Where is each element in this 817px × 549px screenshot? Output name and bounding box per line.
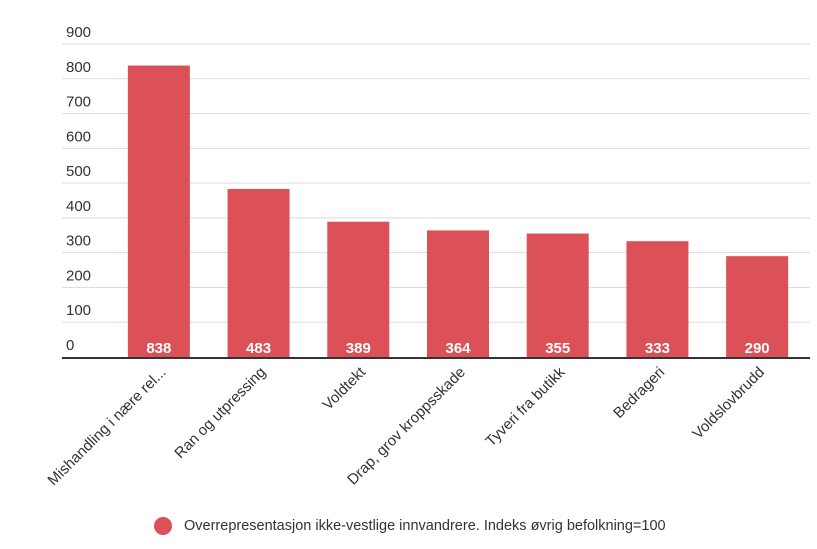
data-label: 290 bbox=[745, 340, 770, 357]
bar bbox=[427, 230, 489, 357]
category-label: Tyveri fra butikk bbox=[482, 363, 569, 450]
data-label: 389 bbox=[346, 340, 371, 357]
category-label: Bedrageri bbox=[610, 364, 668, 422]
y-tick-label: 200 bbox=[66, 267, 91, 284]
bar bbox=[726, 256, 789, 357]
bar bbox=[626, 241, 689, 357]
category-label: Ran og utpressing bbox=[171, 364, 269, 462]
y-tick-label: 400 bbox=[66, 198, 91, 215]
bar bbox=[327, 221, 390, 357]
y-tick-label: 900 bbox=[66, 24, 91, 41]
data-label: 838 bbox=[146, 340, 171, 357]
category-labels: Mishandling i nære rel... Ran og utpressi… bbox=[44, 363, 767, 489]
y-axis-ticks: 0 100 200 300 400 500 600 700 800 900 bbox=[66, 24, 91, 354]
category-label: Voldslovbrudd bbox=[689, 364, 768, 443]
data-label: 483 bbox=[246, 340, 271, 357]
data-label: 364 bbox=[445, 340, 471, 357]
bars: 838 483 389 364 355 333 290 bbox=[127, 65, 789, 357]
data-label: 355 bbox=[545, 340, 570, 357]
y-tick-label: 800 bbox=[66, 59, 91, 76]
y-tick-label: 0 bbox=[66, 337, 74, 354]
legend-label: Overrepresentasjon ikke-vestlige innvand… bbox=[184, 518, 666, 534]
y-tick-label: 100 bbox=[66, 302, 91, 319]
bar bbox=[127, 65, 190, 357]
y-tick-label: 500 bbox=[66, 163, 91, 180]
legend: Overrepresentasjon ikke-vestlige innvand… bbox=[154, 517, 666, 535]
y-tick-label: 700 bbox=[66, 94, 91, 111]
data-label: 333 bbox=[645, 340, 670, 357]
bar bbox=[526, 233, 589, 357]
category-label: Voldtekt bbox=[319, 363, 369, 413]
legend-swatch bbox=[154, 517, 172, 535]
category-label: Drap, grov kroppsskade bbox=[344, 364, 469, 489]
category-label: Mishandling i nære rel... bbox=[44, 364, 169, 489]
y-tick-label: 300 bbox=[66, 233, 91, 250]
bar bbox=[227, 189, 290, 357]
y-tick-label: 600 bbox=[66, 128, 91, 145]
